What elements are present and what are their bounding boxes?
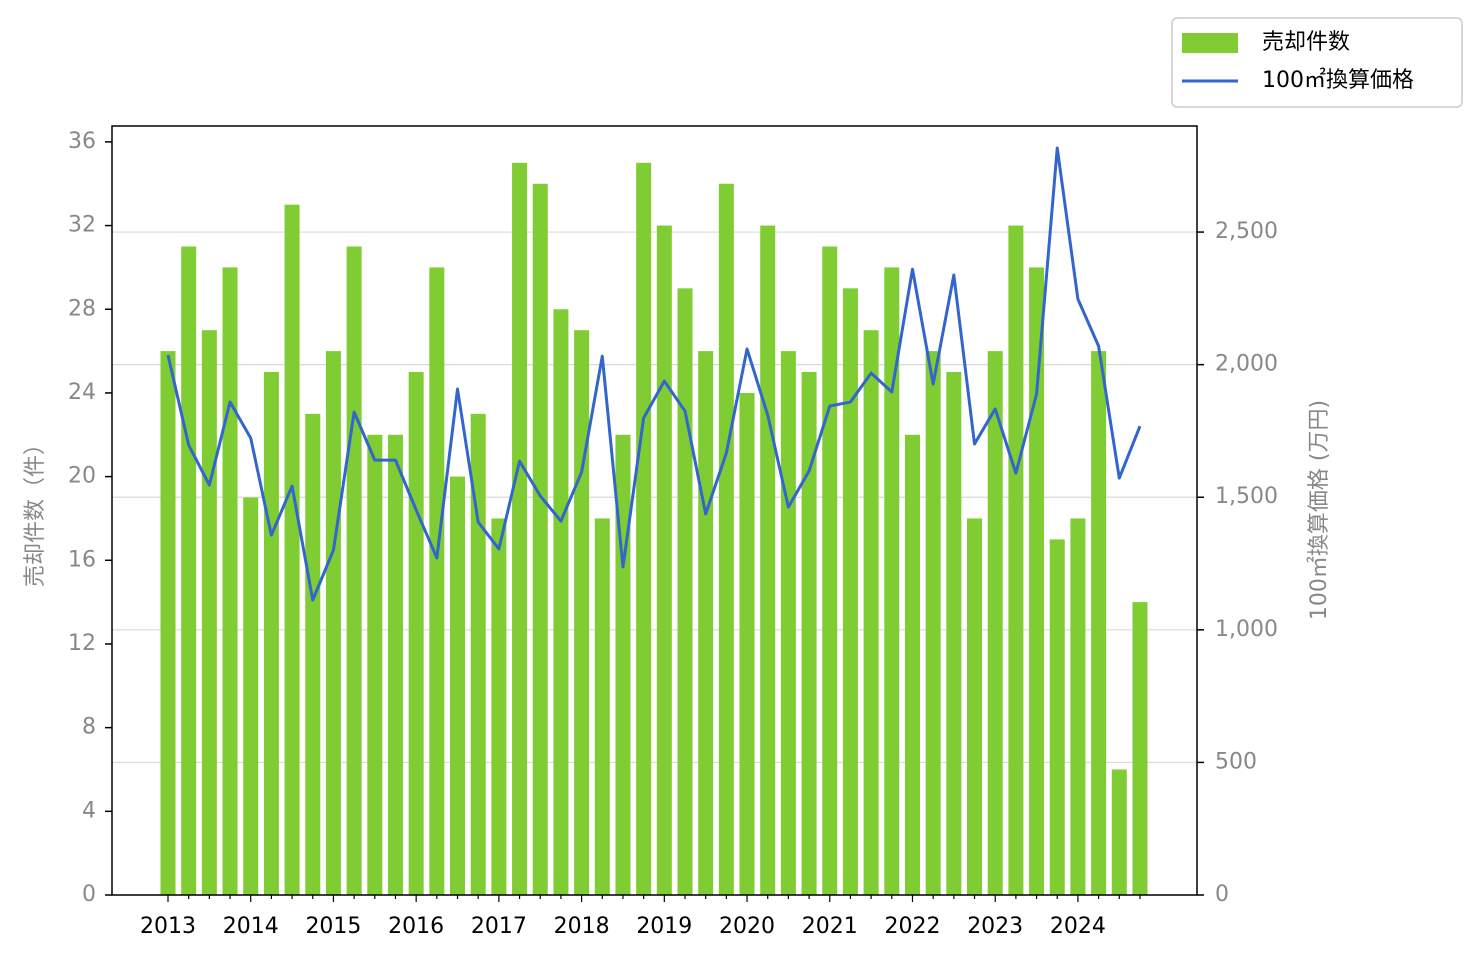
bar	[325, 351, 341, 895]
bar	[987, 351, 1003, 895]
x-tick-label: 2024	[1050, 914, 1106, 939]
bar	[201, 330, 217, 896]
bar	[656, 225, 672, 895]
y-axis-label: 売却件数（件）	[23, 433, 48, 587]
bar	[491, 518, 507, 895]
bar	[181, 246, 197, 895]
bar	[429, 267, 445, 896]
bar	[160, 351, 176, 895]
bar	[718, 183, 734, 895]
x-tick-label: 2017	[471, 914, 527, 939]
x-tick-label: 2021	[802, 914, 858, 939]
bar	[512, 162, 528, 895]
y-tick-label: 36	[68, 129, 96, 154]
legend: 売却件数 100㎡換算価格	[1171, 17, 1463, 108]
bar	[1029, 267, 1045, 896]
bar	[532, 183, 548, 895]
y2-tick-label: 2,500	[1215, 219, 1278, 244]
bar	[470, 413, 486, 895]
bar	[822, 246, 838, 895]
y-tick-label: 32	[68, 213, 96, 238]
y2-tick-label: 0	[1215, 882, 1229, 907]
x-tick-label: 2016	[388, 914, 444, 939]
bar	[842, 288, 858, 895]
y-tick-label: 24	[68, 380, 96, 405]
x-tick-label: 2020	[719, 914, 775, 939]
y2-tick-label: 2,000	[1215, 352, 1278, 377]
x-tick-label: 2019	[636, 914, 692, 939]
line	[166, 146, 1142, 602]
legend-label: 売却件数	[1262, 30, 1350, 55]
bar	[801, 372, 817, 895]
bar	[367, 434, 383, 895]
x-tick-label: 2023	[967, 914, 1023, 939]
bar	[1008, 225, 1024, 895]
bar	[408, 372, 424, 895]
bar	[884, 267, 900, 896]
bar	[1091, 351, 1107, 895]
y2-tick-label: 1,000	[1215, 617, 1278, 642]
bar	[305, 413, 321, 895]
plot-frame	[111, 125, 1198, 896]
x-tick-label: 2014	[223, 914, 279, 939]
bar	[1111, 769, 1127, 895]
y2-axis-label: 100㎡換算価格 (万円)	[1306, 400, 1332, 620]
y-tick-label: 0	[82, 882, 96, 907]
y-tick-label: 4	[82, 798, 96, 823]
x-tick-label: 2013	[140, 914, 196, 939]
y2-tick-label: 1,500	[1215, 484, 1278, 509]
bar	[243, 497, 259, 895]
bar	[739, 392, 755, 895]
legend-label: 100㎡換算価格	[1262, 67, 1414, 93]
bar	[946, 372, 962, 895]
x-tick-label: 2022	[884, 914, 940, 939]
bar	[594, 518, 610, 895]
y-tick-label: 12	[68, 631, 96, 656]
bar	[677, 288, 693, 895]
bar	[346, 246, 362, 895]
bar	[1070, 518, 1086, 895]
bar	[1132, 602, 1148, 895]
y-tick-label: 8	[82, 715, 96, 740]
bar	[760, 225, 776, 895]
bar	[780, 351, 796, 895]
bar	[450, 476, 466, 895]
bar	[925, 351, 941, 895]
bar	[967, 518, 983, 895]
bar	[222, 267, 238, 896]
y-tick-label: 28	[68, 296, 96, 321]
y-tick-label: 20	[68, 464, 96, 489]
bar	[553, 309, 569, 895]
x-tick-label: 2018	[554, 914, 610, 939]
legend-swatch	[1182, 33, 1238, 53]
bar	[387, 434, 403, 895]
bar	[698, 351, 714, 895]
x-tick-label: 2015	[305, 914, 361, 939]
bar	[636, 162, 652, 895]
bar	[574, 330, 590, 896]
legend-box	[1171, 17, 1463, 108]
y-tick-label: 16	[68, 547, 96, 572]
bar	[284, 204, 300, 896]
bar	[904, 434, 920, 895]
bar	[263, 372, 279, 895]
bar	[1049, 539, 1065, 895]
bar	[863, 330, 879, 896]
y2-tick-label: 500	[1215, 749, 1257, 774]
